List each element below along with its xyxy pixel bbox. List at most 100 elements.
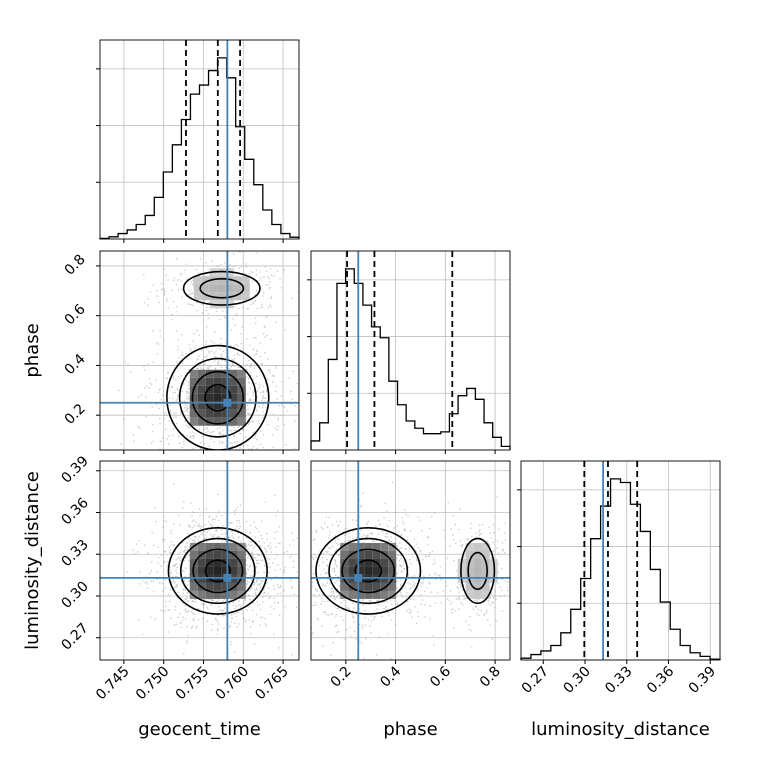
density-cell (197, 566, 206, 575)
density-cell (201, 276, 210, 285)
density-cell (473, 574, 482, 583)
density-cell (388, 590, 397, 599)
histogram-phase (310, 268, 511, 450)
contour-line (204, 383, 232, 412)
contour-line (460, 537, 496, 605)
density-cell (380, 542, 389, 551)
panel-frame (99, 250, 300, 451)
density-cell (193, 276, 202, 285)
density-cell (340, 590, 349, 599)
density-cell (221, 417, 230, 426)
density-cell (189, 393, 198, 402)
density-cell (229, 385, 238, 394)
density-cell (481, 542, 490, 551)
density-cell (229, 590, 238, 599)
density-cell (213, 558, 222, 567)
contour-line (467, 551, 488, 591)
density-cell (364, 590, 373, 599)
density-cell (364, 542, 373, 551)
x-tick-label: 0.765 (252, 664, 292, 704)
density-cell (225, 292, 234, 301)
contour-line (354, 559, 383, 583)
density-cell (213, 369, 222, 378)
contour-line (178, 357, 257, 438)
y-axis-label: luminosity_distance (22, 471, 43, 650)
density-cell (481, 550, 490, 559)
density-cell (205, 590, 214, 599)
density-cell (237, 558, 246, 567)
density-cell (197, 574, 206, 583)
density-cell (465, 590, 474, 599)
density-cell (473, 566, 482, 575)
density-cell (213, 590, 222, 599)
density-cell (197, 369, 206, 378)
density-cell (372, 542, 381, 551)
density-cell (201, 292, 210, 301)
y-tick-label: 0.30 (58, 578, 91, 611)
density-cell (205, 550, 214, 559)
x-tick-label: 0.750 (133, 664, 173, 704)
density-cell (241, 284, 250, 293)
x-tick-label: 0.39 (686, 664, 719, 697)
x-tick-label: 0.755 (173, 664, 213, 704)
contour-line (191, 370, 245, 425)
x-tick-label: 0.4 (377, 663, 404, 690)
density-cell (205, 409, 214, 418)
joint-panel-geocent_time-phase (100, 251, 299, 450)
density-cell (356, 550, 365, 559)
density-cell (340, 566, 349, 575)
density-cell (197, 558, 206, 567)
density-cell (233, 292, 242, 301)
density-cell (229, 377, 238, 386)
contour-line (167, 526, 268, 615)
density-cell (221, 409, 230, 418)
density-cell (217, 284, 226, 293)
x-tick-label: 0.30 (560, 664, 593, 697)
density-cell (213, 401, 222, 410)
density-cell (473, 550, 482, 559)
density-cell (348, 542, 357, 551)
panel-frame (99, 39, 300, 240)
x-tick-label: 0.8 (477, 664, 504, 691)
density-cell (213, 417, 222, 426)
contour-line (204, 559, 231, 583)
density-cell (229, 369, 238, 378)
x-tick-label: 0.2 (328, 664, 355, 691)
panel-frame (310, 250, 511, 451)
density-cell (189, 582, 198, 591)
x-tick-label: 0.745 (93, 664, 133, 704)
density-cell (356, 542, 365, 551)
y-tick-label: 0.39 (58, 453, 91, 486)
density-cell (205, 566, 214, 575)
density-cell (197, 409, 206, 418)
density-cell (229, 574, 238, 583)
density-cell (205, 377, 214, 386)
density-cell (193, 284, 202, 293)
x-tick-label: 0.760 (212, 664, 252, 704)
density-cell (197, 401, 206, 410)
density-cell (364, 582, 373, 591)
density-cell (465, 582, 474, 591)
density-cell (189, 417, 198, 426)
density-cell (209, 276, 218, 285)
contour-line (328, 537, 409, 605)
density-cell (237, 369, 246, 378)
density-cell (197, 590, 206, 599)
y-tick-label: 0.2 (62, 401, 89, 428)
density-cell (348, 582, 357, 591)
density-cell (237, 550, 246, 559)
histogram-luminosity_distance (520, 478, 721, 660)
density-cell (229, 409, 238, 418)
x-axis-label: luminosity_distance (531, 719, 710, 740)
density-cell (221, 377, 230, 386)
density-cell (473, 590, 482, 599)
density-cell (380, 590, 389, 599)
density-cell (221, 582, 230, 591)
y-tick-label: 0.27 (58, 620, 91, 653)
histogram-geocent_time (99, 57, 300, 240)
density-cell (481, 566, 490, 575)
y-tick-label: 0.36 (58, 495, 91, 528)
x-tick-label: 0.36 (644, 663, 677, 696)
density-cell (205, 401, 214, 410)
